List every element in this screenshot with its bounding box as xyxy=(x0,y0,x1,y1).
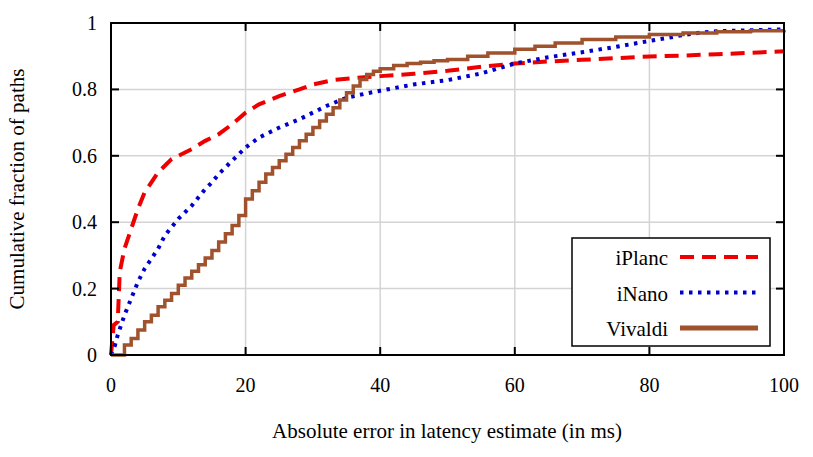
cdf-latency-error-chart: 0 20 40 60 80 100 0 0.2 0.4 0.6 0.8 1 Absolute err… xyxy=(0,0,813,457)
y-tick-label: 0.2 xyxy=(72,278,97,300)
x-axis-title: Absolute error in latency estimate (in m… xyxy=(272,419,622,443)
y-tick-label: 0 xyxy=(87,344,97,366)
y-axis-title: Cumulative fraction of paths xyxy=(5,69,29,310)
x-tick-label: 60 xyxy=(505,374,525,396)
x-tick-label: 20 xyxy=(236,374,256,396)
y-tick-label: 0.4 xyxy=(72,211,97,233)
y-tick-label: 0.8 xyxy=(72,78,97,100)
legend-label-iplanc: iPlanc xyxy=(616,246,669,270)
x-tick-label: 40 xyxy=(370,374,390,396)
x-tick-label: 0 xyxy=(106,374,116,396)
y-tick-label: 0.6 xyxy=(72,145,97,167)
x-tick-label: 100 xyxy=(769,374,799,396)
legend: iPlanc iNano Vivaldi xyxy=(572,238,770,346)
x-tick-labels: 0 20 40 60 80 100 xyxy=(106,374,799,396)
y-tick-label: 1 xyxy=(87,12,97,34)
x-tick-label: 80 xyxy=(639,374,659,396)
y-tick-labels: 0 0.2 0.4 0.6 0.8 1 xyxy=(72,12,97,366)
legend-label-vivaldi: Vivaldi xyxy=(606,317,668,341)
chart-canvas: 0 20 40 60 80 100 0 0.2 0.4 0.6 0.8 1 Absolute err… xyxy=(0,0,813,457)
legend-label-inano: iNano xyxy=(617,282,668,306)
